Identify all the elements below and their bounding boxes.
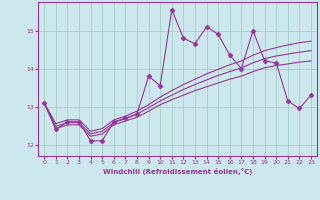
X-axis label: Windchill (Refroidissement éolien,°C): Windchill (Refroidissement éolien,°C) (103, 168, 252, 175)
